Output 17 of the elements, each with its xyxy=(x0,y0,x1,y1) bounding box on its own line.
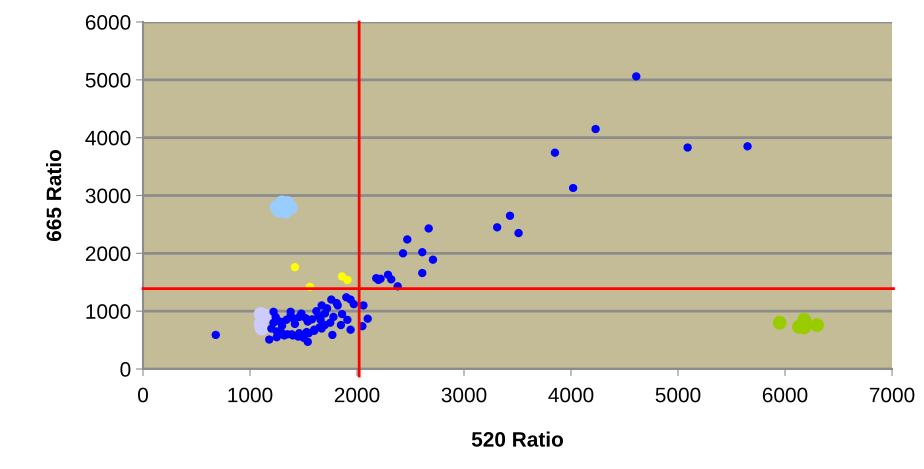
y-tick-label: 4000 xyxy=(85,130,130,146)
y-tick-label: 1000 xyxy=(86,304,130,319)
y-tick-label: 6000 xyxy=(86,15,130,30)
x-tick-label: 3000 xyxy=(442,388,486,402)
y-tick-label: 5000 xyxy=(86,72,130,88)
x-tick-label: 6000 xyxy=(762,388,808,402)
y-tick-label: 2000 xyxy=(86,246,130,262)
x-tick-label: 1000 xyxy=(228,388,272,402)
x-tick-label: 5000 xyxy=(656,388,700,402)
x-axis-title: 520 Ratio xyxy=(472,431,564,447)
y-axis-title: 665 Ratio xyxy=(46,150,62,242)
x-tick-label: 0 xyxy=(138,388,148,402)
x-tick-label: 4000 xyxy=(548,388,594,402)
y-tick-label: 0 xyxy=(120,362,130,377)
x-tick-label: 7000 xyxy=(870,388,914,402)
x-tick-label: 2000 xyxy=(334,388,380,402)
y-tick-label: 3000 xyxy=(86,188,130,204)
